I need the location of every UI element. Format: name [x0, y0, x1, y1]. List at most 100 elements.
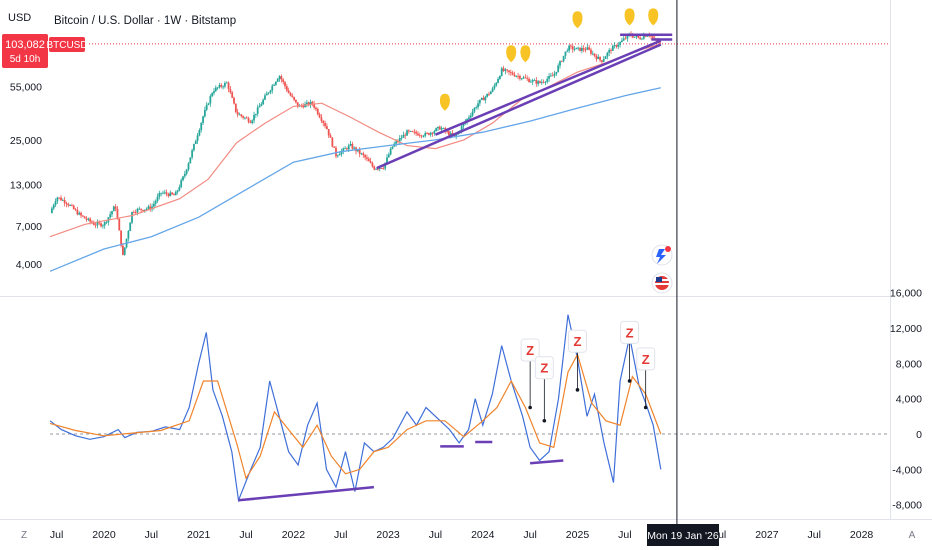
x-tick-label: 2024: [471, 529, 495, 541]
candle-body: [165, 192, 168, 195]
candle-body: [522, 77, 525, 79]
candle-body: [373, 166, 376, 170]
candle-body: [427, 133, 430, 135]
candle-body: [320, 117, 323, 121]
x-tick-label: 2027: [755, 529, 779, 541]
candle-body: [69, 205, 72, 206]
candle-body: [478, 99, 481, 104]
z-label-anchor: [528, 405, 532, 410]
candle-body: [189, 157, 192, 164]
candle-body: [424, 133, 427, 136]
candle-body: [364, 155, 367, 158]
x-tick-label: Jul: [429, 529, 442, 541]
candle-body: [571, 46, 574, 50]
candle-body: [211, 93, 214, 97]
candle-body: [613, 45, 616, 46]
candle-body: [553, 73, 556, 76]
osc-tick-label: -8,000: [892, 500, 922, 512]
candle-body: [398, 138, 401, 142]
candle-body: [548, 75, 550, 79]
candle-body: [650, 35, 652, 37]
candle-body: [582, 48, 585, 50]
candle-body: [413, 131, 416, 133]
candle-body: [224, 83, 226, 87]
candle-body: [191, 150, 194, 158]
candle-body: [440, 128, 443, 130]
candle-body: [431, 132, 434, 134]
candle-body: [515, 75, 518, 77]
price-pane[interactable]: [49, 8, 890, 272]
candle-body: [147, 206, 150, 209]
candle-body: [333, 146, 336, 148]
candle-body: [231, 92, 234, 98]
candle-body: [276, 79, 279, 82]
candle-body: [564, 51, 567, 56]
candle-body: [529, 81, 532, 83]
x-tick-label: 2028: [850, 529, 874, 541]
candle-body: [429, 132, 432, 135]
candle-body: [591, 53, 594, 55]
lightning-badge-icon[interactable]: [651, 244, 673, 266]
candle-body: [371, 163, 374, 167]
candle-body: [209, 96, 212, 104]
candle-body: [200, 122, 203, 131]
candle-body: [637, 36, 640, 38]
candle-body: [611, 45, 614, 51]
candle-body: [225, 82, 228, 84]
candle-body: [406, 130, 408, 136]
candle-body: [362, 153, 365, 156]
candle-body: [154, 201, 157, 204]
candle-body: [520, 78, 523, 80]
candle-body: [131, 211, 133, 223]
candle-body: [67, 203, 70, 206]
candle-body: [136, 208, 139, 213]
candle-body: [293, 96, 296, 100]
candle-body: [105, 222, 108, 223]
price-tick-label: 55,000: [10, 81, 42, 93]
candle-body: [480, 97, 483, 100]
z-label-box: [620, 320, 640, 344]
candle-body: [278, 76, 281, 80]
candle-body: [442, 128, 445, 129]
x-tick-label: 2020: [92, 529, 116, 541]
candle-body: [65, 203, 68, 204]
candle-body: [610, 49, 612, 51]
currency-label[interactable]: USD: [8, 12, 31, 24]
candle-body: [205, 104, 208, 110]
candle-body: [356, 149, 359, 152]
flag-icon[interactable]: [651, 272, 673, 294]
candle-body: [369, 161, 372, 164]
price-tick-label: 7,000: [16, 221, 42, 233]
candle-body: [132, 211, 135, 213]
candle-body: [185, 169, 188, 174]
z-label-anchor: [643, 405, 648, 410]
log-scale-toggle[interactable]: Z: [21, 530, 27, 541]
candle-body: [100, 223, 102, 227]
candle-body: [604, 56, 607, 60]
signal-marker-icon: [439, 93, 450, 111]
auto-scale-toggle[interactable]: A: [909, 530, 916, 541]
candle-body: [238, 114, 241, 116]
currency-box[interactable]: [0, 0, 46, 34]
candle-body: [145, 208, 148, 210]
candle-body: [316, 109, 319, 115]
candle-body: [340, 151, 343, 155]
price-badge[interactable]: 103,082 5d 10h BTCUSD: [2, 34, 88, 68]
candle-body: [608, 49, 611, 53]
candle-body: [535, 80, 538, 84]
candle-body: [103, 222, 106, 226]
candle-body: [602, 59, 605, 62]
candle-body: [568, 45, 571, 51]
lightning-glyph: [656, 249, 666, 264]
candle-body: [218, 85, 221, 88]
candle-body: [313, 103, 316, 108]
x-tick-label: 2023: [376, 529, 400, 541]
candle-body: [395, 141, 397, 144]
candle-body: [83, 216, 86, 219]
candle-body: [222, 86, 224, 88]
candle-body: [641, 38, 643, 40]
candle-body: [615, 45, 618, 47]
candle-body: [295, 99, 297, 103]
